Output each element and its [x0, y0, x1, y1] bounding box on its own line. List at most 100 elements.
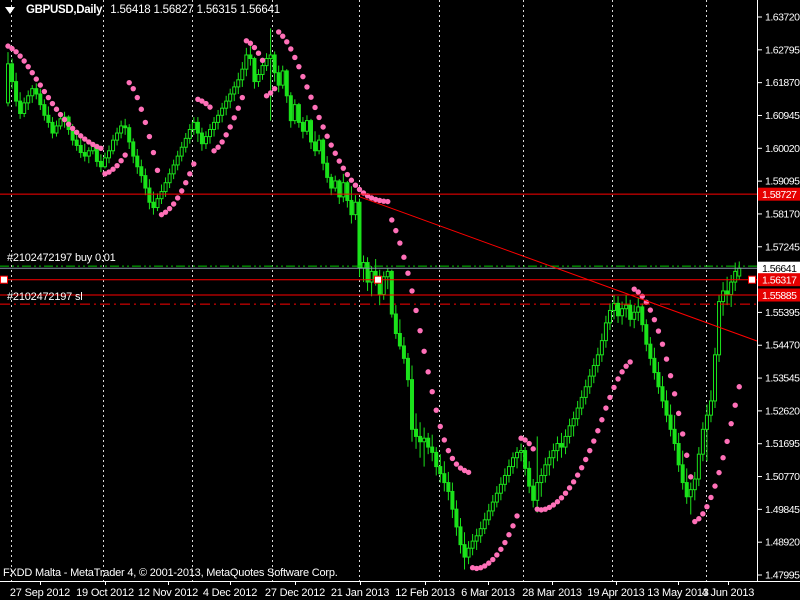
psar-dot	[106, 169, 112, 175]
psar-dot	[679, 431, 686, 437]
candle-body	[345, 182, 350, 201]
candle-body	[571, 418, 576, 427]
psar-dot	[263, 93, 270, 99]
candle-body	[486, 510, 491, 521]
candle-body	[115, 132, 120, 141]
candle-body	[14, 81, 19, 102]
candle-body	[224, 100, 229, 109]
candle-body	[252, 58, 257, 83]
candle-body	[511, 457, 515, 468]
selection-handle[interactable]	[748, 275, 756, 284]
candle-body	[244, 54, 249, 70]
psar-dot	[199, 98, 205, 104]
psar-dot	[356, 186, 363, 193]
psar-dot	[275, 29, 282, 35]
symbol-period-label: GBPUSD,Daily	[26, 4, 103, 16]
psar-dot	[696, 516, 702, 522]
psar-dot	[675, 410, 682, 417]
psar-dot	[17, 53, 23, 59]
psar-dot	[37, 82, 44, 88]
candle-body	[700, 428, 705, 455]
candle-body	[256, 73, 261, 83]
price-badge-label: 1.55885	[762, 290, 797, 302]
psar-dot	[231, 115, 237, 121]
psar-dot	[663, 356, 670, 362]
candle-body	[612, 302, 616, 311]
psar-dot	[73, 129, 80, 136]
price-tick-label: 1.60020	[765, 143, 800, 155]
candle-body	[30, 88, 35, 97]
psar-dot	[13, 49, 19, 55]
psar-dot	[599, 417, 605, 423]
psar-dot	[684, 452, 690, 458]
selection-handle[interactable]	[0, 275, 8, 284]
psar-dot	[607, 394, 613, 401]
psar-dot	[603, 405, 609, 411]
candle-body	[539, 474, 544, 484]
candle-body	[163, 182, 168, 193]
candle-body	[317, 139, 322, 152]
candle-body	[135, 155, 140, 168]
candle-body	[401, 345, 406, 359]
price-axis[interactable]: 1.63720 1.62795 1.61870 1.60945 1.60020 1.590…	[757, 0, 800, 582]
psar-dot	[465, 469, 472, 475]
time-axis[interactable]: 27 Sep 2012 19 Oct 2012 12 Nov 2012 4 Dec 2…	[0, 581, 800, 599]
chart-dropdown-icon[interactable]	[5, 6, 15, 14]
psar-dot	[352, 182, 359, 188]
psar-dot	[98, 145, 104, 151]
candle-body	[640, 306, 645, 326]
candle-body	[42, 104, 47, 116]
psar-dot	[57, 111, 64, 118]
candle-body	[78, 144, 83, 154]
candle-body	[151, 201, 156, 209]
psar-dot	[578, 464, 585, 471]
psar-dot	[498, 546, 504, 552]
candle-body	[288, 95, 293, 122]
candle-body	[195, 121, 200, 134]
psar-dot	[126, 79, 132, 86]
candle-body	[721, 290, 726, 303]
price-tick-label: 1.48920	[765, 537, 800, 549]
psar-dot	[522, 437, 528, 443]
psar-dot	[635, 289, 641, 295]
psar-dot	[421, 348, 427, 354]
price-level-badge	[758, 273, 800, 287]
candle-body	[644, 324, 649, 345]
psar-dot	[372, 196, 379, 203]
candle-body	[34, 88, 39, 95]
psar-dot	[134, 94, 140, 101]
candle-body	[10, 63, 15, 83]
candle-body	[426, 437, 431, 448]
psar-dot	[490, 556, 496, 563]
candle-body	[38, 93, 43, 106]
selection-handle[interactable]	[374, 275, 382, 284]
ohlc-values: 1.56418 1.56827 1.56315 1.56641	[110, 4, 280, 16]
candle-body	[559, 443, 564, 448]
psar-dot	[348, 177, 355, 183]
psar-dot	[267, 90, 274, 96]
psar-dot	[332, 150, 338, 156]
candle-body	[203, 136, 208, 145]
psar-dot	[235, 105, 241, 111]
trendline-object[interactable]	[359, 196, 758, 342]
psar-dot	[138, 106, 145, 112]
candle-body	[595, 354, 600, 366]
candle-body	[111, 139, 116, 152]
psar-dot	[732, 402, 738, 408]
candle-body	[543, 464, 548, 476]
candle-body	[381, 276, 386, 295]
psar-dot	[482, 563, 488, 569]
candle-body	[171, 164, 176, 175]
psar-dot	[461, 467, 468, 474]
psar-dot	[473, 565, 480, 572]
candle-body	[660, 386, 665, 402]
psar-dot	[288, 46, 294, 52]
psar-dot	[243, 38, 250, 44]
psar-dot	[651, 316, 658, 323]
psar-dot	[546, 504, 553, 511]
candle-body	[672, 428, 677, 445]
candle-body	[236, 79, 241, 88]
candle-body	[337, 180, 342, 198]
